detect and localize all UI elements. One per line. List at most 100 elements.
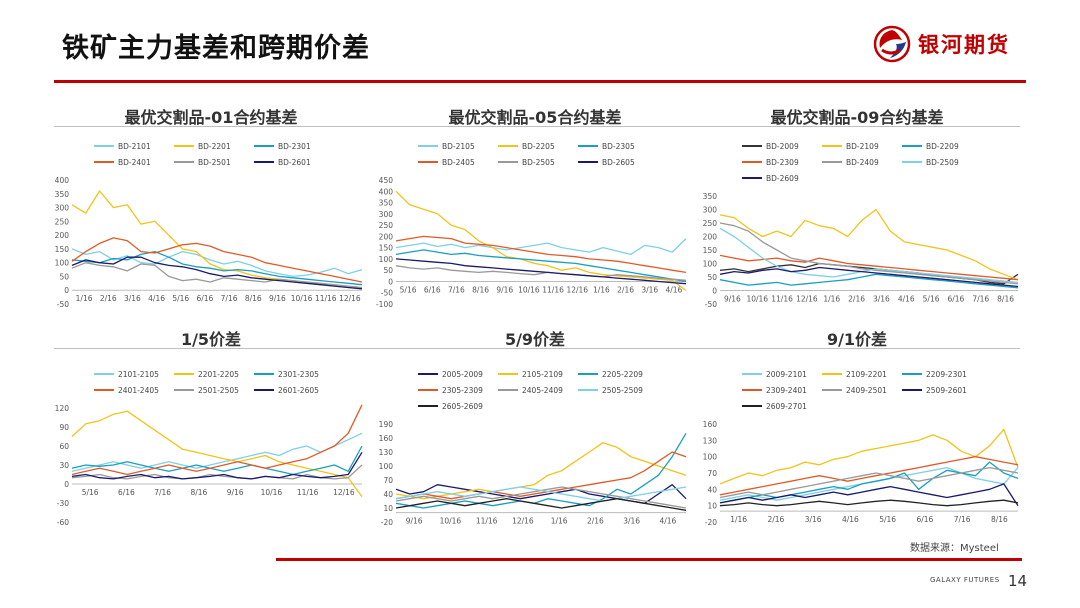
legend-swatch (418, 389, 438, 391)
y-tick-label: 250 (55, 217, 70, 226)
y-tick-label: 150 (379, 244, 394, 253)
y-tick-label: 160 (703, 420, 718, 429)
x-tick-label: 2/16 (617, 285, 634, 294)
y-tick-label: -50 (57, 300, 69, 309)
x-tick-label: 1/16 (593, 285, 610, 294)
x-tick-label: 3/16 (805, 515, 822, 524)
y-tick-label: 50 (383, 266, 393, 275)
y-tick-label: 30 (59, 461, 69, 470)
y-tick-label: 40 (383, 490, 393, 499)
legend-swatch (902, 389, 922, 391)
legend-label: BD-2609 (766, 173, 799, 183)
legend-label: BD-2505 (522, 157, 555, 167)
legend-item: 2009-2101 (742, 366, 822, 382)
legend-label: 2505-2509 (602, 385, 643, 395)
legend-label: 2109-2201 (846, 369, 887, 379)
legend-swatch (498, 145, 518, 147)
brand-name: 银河期货 (918, 33, 1010, 57)
line-chart: 450 400 350 300 250 200 150 100 50 0 -50 -100 5/16 6/… (376, 176, 687, 309)
x-tick-label: 6/16 (947, 295, 964, 304)
legend-label: 2501-2505 (198, 385, 239, 395)
x-tick-label: 8/16 (991, 515, 1008, 524)
y-tick-label: 90 (59, 423, 69, 432)
legend-item: BD-2501 (174, 154, 254, 170)
legend-item: BD-2601 (254, 154, 334, 170)
legend-swatch (254, 145, 274, 147)
chart-legend: 2005-2009 2105-2109 2205-2209 2305-2309 2405… (370, 366, 692, 414)
title-rule (54, 80, 1026, 83)
y-tick-label: 40 (707, 485, 717, 494)
series-line (719, 227, 1019, 284)
y-tick-label: 0 (64, 286, 69, 295)
legend-label: BD-2205 (522, 141, 555, 151)
x-tick-label: 5/16 (879, 515, 896, 524)
legend-item: 2309-2401 (742, 382, 822, 398)
x-tick-label: 7/16 (972, 295, 989, 304)
x-tick-label: 9/16 (269, 294, 286, 303)
legend-item: 2005-2009 (418, 366, 498, 382)
series-line (395, 190, 687, 292)
series-line (719, 461, 1019, 504)
x-tick-label: 9/16 (406, 517, 423, 526)
chart-panel-01-basis: BD-2101 BD-2201 BD-2301 BD-2401 BD-2501 BD-26… (46, 138, 368, 318)
legend-item: 2201-2205 (174, 366, 254, 382)
chart-title-09-basis: 最优交割品-09合约基差 (770, 108, 944, 127)
y-tick-label: 0 (388, 277, 393, 286)
legend-item: BD-2201 (174, 138, 254, 154)
x-tick-label: 8/16 (245, 294, 262, 303)
series-line (71, 248, 363, 278)
legend-label: BD-2501 (198, 157, 231, 167)
chart-legend: 2009-2101 2109-2201 2209-2301 2309-2401 2409… (694, 366, 1024, 414)
x-tick-label: 10/16 (746, 295, 768, 304)
legend-label: 2209-2301 (926, 369, 967, 379)
legend-label: BD-2309 (766, 157, 799, 167)
y-tick-label: 350 (379, 199, 394, 208)
slide-title: 铁矿主力基差和跨期价差 (62, 33, 370, 64)
x-tick-label: 10/16 (518, 285, 540, 294)
legend-swatch (418, 405, 438, 407)
legend-item: BD-2009 (742, 138, 822, 154)
legend-swatch (742, 145, 762, 147)
series-line (395, 258, 687, 285)
legend-swatch (418, 161, 438, 163)
line-chart: 160 130 100 70 40 10 -20 1/16 2/16 3/16 4/16 5/16 6/… (703, 420, 1019, 527)
legend-item: BD-2409 (822, 154, 902, 170)
x-tick-label: 12/16 (333, 488, 355, 497)
x-tick-label: 10/16 (291, 294, 313, 303)
y-tick-label: 70 (707, 469, 717, 478)
legend-label: 2201-2205 (198, 369, 239, 379)
series-line (719, 499, 1019, 507)
series-line (71, 237, 363, 283)
row1-divider (54, 126, 1020, 127)
y-tick-label: 100 (55, 259, 70, 268)
x-tick-label: 4/16 (665, 285, 682, 294)
page-number: 14 (1008, 572, 1028, 590)
y-tick-label: 450 (379, 176, 394, 185)
legend-item: 2401-2405 (94, 382, 174, 398)
x-tick-label: 3/16 (623, 517, 640, 526)
legend-swatch (742, 161, 762, 163)
legend-label: BD-2405 (442, 157, 475, 167)
y-tick-label: 60 (59, 442, 69, 451)
y-tick-label: 130 (703, 436, 718, 445)
x-tick-label: 7/16 (448, 285, 465, 294)
legend-item: 2509-2601 (902, 382, 982, 398)
legend-swatch (902, 373, 922, 375)
y-tick-label: 10 (383, 504, 393, 513)
legend-item: 2305-2309 (418, 382, 498, 398)
chart-panel-09-basis: BD-2009 BD-2109 BD-2209 BD-2309 BD-2409 BD-25… (694, 138, 1024, 318)
y-tick-label: 150 (55, 245, 70, 254)
legend-swatch (498, 161, 518, 163)
legend-label: 2101-2105 (118, 369, 159, 379)
x-tick-label: 11/16 (315, 294, 337, 303)
y-tick-label: 250 (703, 219, 718, 228)
footer-brand: GALAXY FUTURES (930, 576, 1000, 584)
x-tick-label: 12/16 (566, 285, 588, 294)
x-tick-label: 6/16 (196, 294, 213, 303)
series-line (719, 428, 1019, 485)
x-tick-label: 8/16 (997, 295, 1014, 304)
legend-label: 2309-2401 (766, 385, 807, 395)
series-line (395, 235, 687, 274)
series-line (719, 208, 1019, 281)
y-tick-label: 70 (383, 476, 393, 485)
